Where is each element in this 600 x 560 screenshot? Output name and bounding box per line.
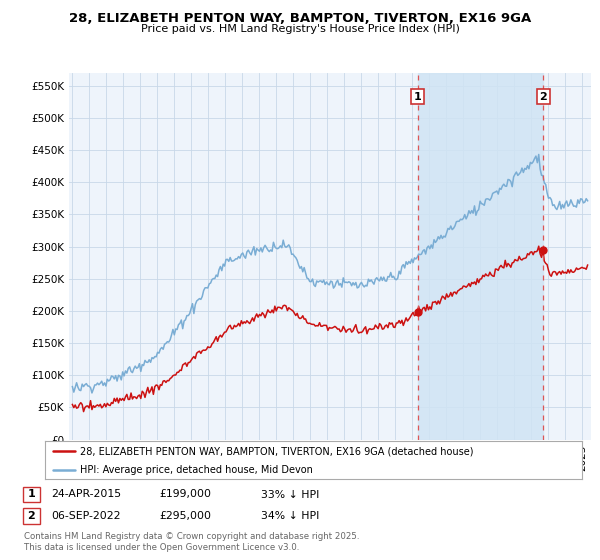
Text: 1: 1 [28,489,35,500]
Text: 33% ↓ HPI: 33% ↓ HPI [261,489,319,500]
Text: 06-SEP-2022: 06-SEP-2022 [51,511,121,521]
Text: 2: 2 [28,511,35,521]
Bar [418,73,543,440]
Text: 1: 1 [414,92,422,102]
Text: 2: 2 [539,92,547,102]
Text: 28, ELIZABETH PENTON WAY, BAMPTON, TIVERTON, EX16 9GA: 28, ELIZABETH PENTON WAY, BAMPTON, TIVER… [69,12,531,25]
Text: Contains HM Land Registry data © Crown copyright and database right 2025.
This d: Contains HM Land Registry data © Crown c… [24,532,359,552]
Text: 28, ELIZABETH PENTON WAY, BAMPTON, TIVERTON, EX16 9GA (detached house): 28, ELIZABETH PENTON WAY, BAMPTON, TIVER… [80,446,473,456]
Text: Price paid vs. HM Land Registry's House Price Index (HPI): Price paid vs. HM Land Registry's House … [140,24,460,34]
Text: 34% ↓ HPI: 34% ↓ HPI [261,511,319,521]
Text: 24-APR-2015: 24-APR-2015 [51,489,121,500]
Text: £295,000: £295,000 [159,511,211,521]
Text: HPI: Average price, detached house, Mid Devon: HPI: Average price, detached house, Mid … [80,465,313,475]
Text: £199,000: £199,000 [159,489,211,500]
